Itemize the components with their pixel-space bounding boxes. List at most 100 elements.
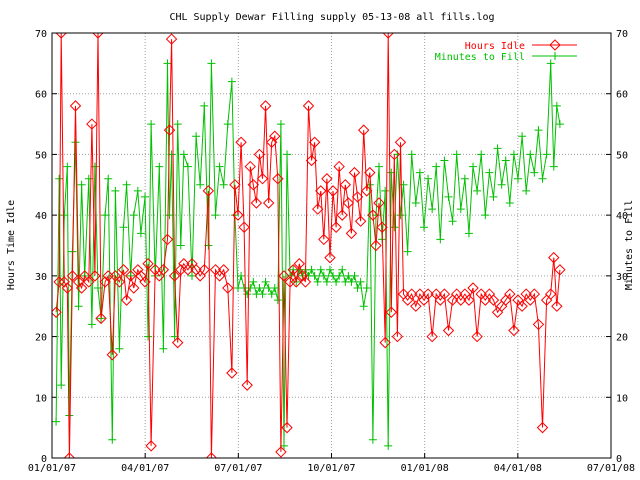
data-point <box>173 120 182 129</box>
data-point <box>55 33 67 39</box>
data-point <box>75 282 88 294</box>
data-point <box>428 205 437 214</box>
data-point <box>90 162 99 171</box>
data-point <box>281 421 293 434</box>
data-point <box>364 166 376 179</box>
data-point <box>92 33 104 39</box>
data-point <box>58 276 70 288</box>
data-point <box>382 33 394 39</box>
data-point <box>155 162 164 171</box>
data-point <box>528 288 541 300</box>
data-point <box>179 150 188 159</box>
data-point <box>368 435 377 444</box>
data-point <box>307 265 316 274</box>
data-point <box>493 144 502 153</box>
data-point <box>163 59 172 68</box>
data-point <box>222 282 234 294</box>
y-tick-label-left: 0 <box>41 454 47 465</box>
data-point <box>551 300 563 312</box>
data-point <box>258 290 267 299</box>
data-point <box>196 180 205 189</box>
data-point <box>159 344 168 353</box>
data-point <box>267 290 276 299</box>
data-point <box>464 229 473 238</box>
data-point <box>227 77 236 86</box>
data-point <box>249 277 258 286</box>
data-point <box>536 421 549 434</box>
x-tick-label: 04/01/07 <box>121 463 169 474</box>
data-point <box>546 59 555 68</box>
data-point <box>390 223 399 232</box>
data-point <box>356 277 365 286</box>
data-point <box>335 271 344 280</box>
data-point <box>293 258 306 270</box>
data-point <box>384 441 393 450</box>
legend-label: Minutes to Fill <box>435 52 525 63</box>
data-point <box>86 118 98 130</box>
data-point <box>147 120 156 129</box>
data-point <box>87 320 96 329</box>
data-point <box>375 162 384 171</box>
data-point <box>544 288 557 300</box>
data-point <box>532 318 545 331</box>
data-point <box>95 312 107 325</box>
data-point <box>411 199 420 207</box>
data-point <box>365 180 374 189</box>
data-point <box>508 324 520 337</box>
data-point <box>139 276 151 288</box>
data-point <box>522 186 531 195</box>
data-point <box>555 120 564 129</box>
y-axis-label-right: Minutes to Fill <box>624 200 635 290</box>
data-point <box>176 241 185 250</box>
data-point <box>538 174 547 183</box>
data-point <box>287 264 299 276</box>
data-point <box>324 251 336 264</box>
y-tick-label-right: 70 <box>616 29 628 40</box>
y-tick-label-left: 60 <box>35 90 47 101</box>
data-point <box>489 192 498 201</box>
data-point <box>215 162 224 171</box>
data-point <box>477 150 486 159</box>
data-point <box>119 223 128 232</box>
data-point <box>255 284 264 292</box>
x-tick-label: 04/01/08 <box>494 463 542 474</box>
y-tick-label-right: 30 <box>616 272 628 283</box>
data-point <box>396 211 405 220</box>
data-point <box>549 162 558 171</box>
data-point <box>381 186 390 195</box>
legend-label: Hours Idle <box>465 41 525 52</box>
data-point <box>403 247 412 256</box>
data-point <box>165 33 178 45</box>
data-point <box>198 264 210 276</box>
data-point <box>354 215 367 227</box>
data-point <box>104 174 113 183</box>
plot-frame <box>51 32 612 459</box>
data-point <box>269 130 281 142</box>
data-point <box>296 270 309 282</box>
data-point <box>438 288 451 300</box>
y-tick-label-right: 40 <box>616 211 628 222</box>
y-tick-label-left: 20 <box>35 333 47 344</box>
data-point <box>422 288 434 300</box>
data-point <box>318 233 330 246</box>
data-point <box>223 120 232 129</box>
data-point <box>308 136 321 148</box>
data-point <box>66 270 79 282</box>
y-axis-label-left: Hours Time Idle <box>6 200 17 290</box>
data-point <box>485 168 494 177</box>
data-point <box>207 59 216 68</box>
data-point <box>183 162 192 171</box>
data-point <box>530 168 539 177</box>
data-point <box>226 367 238 379</box>
data-point <box>60 211 69 220</box>
data-point <box>270 284 279 292</box>
data-point <box>286 271 295 280</box>
x-tick-label: 10/01/07 <box>307 463 355 474</box>
data-point <box>348 166 361 179</box>
data-point <box>436 235 445 244</box>
data-point <box>518 132 527 141</box>
data-point <box>275 446 287 458</box>
data-point <box>55 174 64 183</box>
data-point <box>330 221 342 233</box>
data-point <box>276 120 285 129</box>
